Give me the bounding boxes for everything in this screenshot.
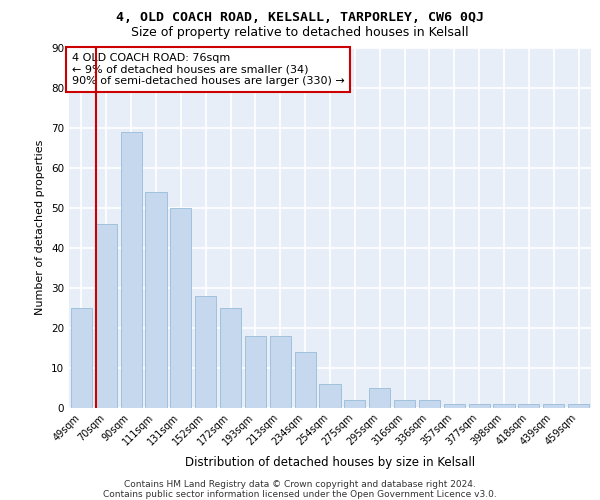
- Bar: [145, 192, 167, 408]
- Bar: [369, 388, 390, 407]
- Text: 4, OLD COACH ROAD, KELSALL, TARPORLEY, CW6 0QJ: 4, OLD COACH ROAD, KELSALL, TARPORLEY, C…: [116, 11, 484, 24]
- Bar: [419, 400, 440, 407]
- Bar: [444, 404, 465, 407]
- Bar: [543, 404, 564, 407]
- Bar: [71, 308, 92, 408]
- Bar: [295, 352, 316, 408]
- Y-axis label: Number of detached properties: Number of detached properties: [35, 140, 46, 315]
- Bar: [270, 336, 291, 407]
- Bar: [195, 296, 216, 408]
- X-axis label: Distribution of detached houses by size in Kelsall: Distribution of detached houses by size …: [185, 456, 475, 468]
- Bar: [220, 308, 241, 408]
- Bar: [344, 400, 365, 407]
- Text: Size of property relative to detached houses in Kelsall: Size of property relative to detached ho…: [131, 26, 469, 39]
- Bar: [394, 400, 415, 407]
- Bar: [493, 404, 515, 407]
- Bar: [319, 384, 341, 407]
- Bar: [245, 336, 266, 407]
- Bar: [170, 208, 191, 408]
- Text: Contains HM Land Registry data © Crown copyright and database right 2024.
Contai: Contains HM Land Registry data © Crown c…: [103, 480, 497, 499]
- Bar: [469, 404, 490, 407]
- Text: 4 OLD COACH ROAD: 76sqm
← 9% of detached houses are smaller (34)
90% of semi-det: 4 OLD COACH ROAD: 76sqm ← 9% of detached…: [71, 53, 344, 86]
- Bar: [568, 404, 589, 407]
- Bar: [96, 224, 117, 408]
- Bar: [121, 132, 142, 407]
- Bar: [518, 404, 539, 407]
